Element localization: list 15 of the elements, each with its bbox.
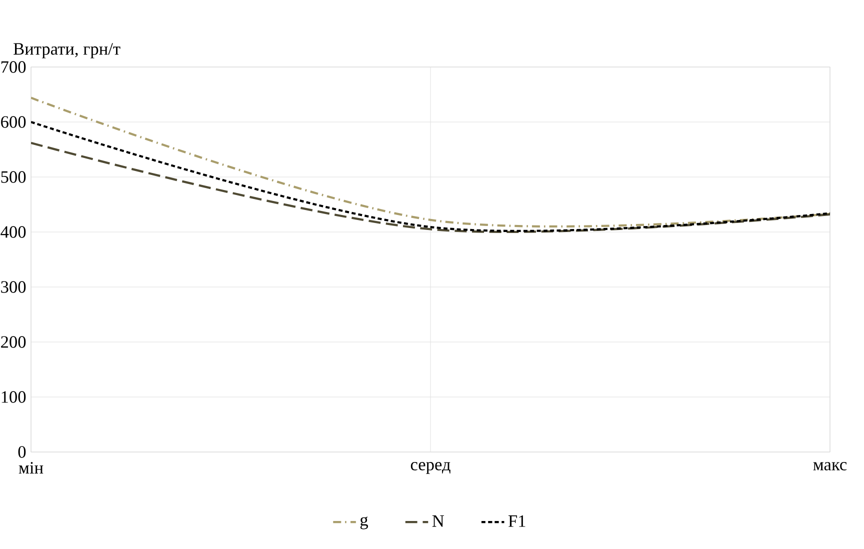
legend-label: g xyxy=(360,516,368,530)
y-tick-label: 600 xyxy=(1,116,26,128)
y-tick-label: 200 xyxy=(1,336,26,348)
y-tick-label: 500 xyxy=(1,171,26,183)
y-tick-label: 400 xyxy=(0,226,26,238)
y-tick-label: 0 xyxy=(18,446,26,458)
y-tick-label: 300 xyxy=(1,281,26,293)
y-tick-label: 700 xyxy=(1,61,26,73)
y-tick-label: 100 xyxy=(2,391,26,403)
x-tick-label: серед xyxy=(410,462,450,474)
legend-label: F1 xyxy=(508,515,526,527)
x-tick-label: макс xyxy=(813,462,847,470)
legend-label: N xyxy=(432,515,444,527)
y-axis-title: Витрати, грн/т xyxy=(14,43,120,58)
x-tick-label: мін xyxy=(18,462,44,474)
